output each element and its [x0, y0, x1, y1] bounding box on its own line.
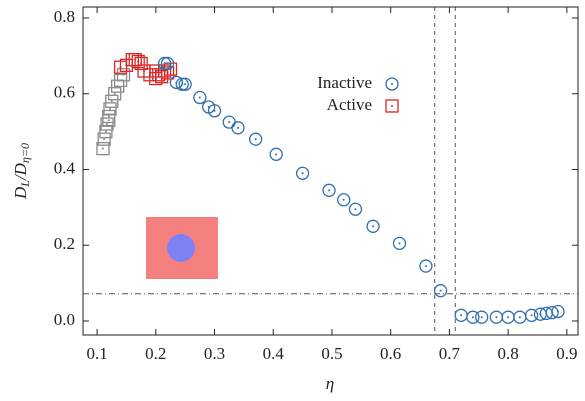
- marker: [231, 121, 245, 135]
- y-tick-label: 0.2: [54, 234, 75, 253]
- marker: [175, 77, 189, 91]
- marker-dot: [107, 115, 110, 118]
- inset-disk: [167, 234, 195, 262]
- marker-dot: [107, 119, 110, 122]
- marker-dot: [154, 70, 157, 73]
- marker: [207, 104, 222, 118]
- marker: [134, 56, 148, 71]
- x-tick-label: 0.1: [86, 344, 107, 363]
- marker: [97, 132, 111, 146]
- x-tick-label: 0.9: [556, 344, 577, 363]
- y-tick-label: 0.6: [54, 83, 75, 102]
- marker-dot: [275, 153, 278, 156]
- marker: [160, 56, 175, 71]
- legend-marker: [385, 99, 399, 113]
- marker: [466, 310, 480, 324]
- marker-dot: [110, 100, 113, 103]
- marker-dot: [181, 83, 184, 86]
- y-tick-label: 0.4: [54, 158, 76, 177]
- marker: [348, 202, 363, 216]
- marker: [433, 284, 448, 298]
- marker-dot: [372, 225, 375, 228]
- marker: [169, 75, 184, 90]
- marker-dot: [354, 208, 357, 211]
- marker-dot: [109, 107, 112, 110]
- marker: [157, 56, 172, 71]
- marker-dot: [113, 92, 116, 95]
- marker-dot: [342, 198, 345, 201]
- marker: [102, 113, 116, 127]
- y-tick-label: 0.8: [54, 7, 75, 26]
- marker: [149, 64, 163, 78]
- marker-dot: [106, 123, 109, 126]
- marker: [551, 304, 565, 319]
- marker-dot: [557, 310, 560, 313]
- marker-dot: [166, 71, 169, 74]
- marker: [524, 308, 539, 322]
- marker: [419, 259, 433, 273]
- marker: [392, 236, 407, 250]
- marker-dot: [198, 96, 201, 99]
- marker-dot: [471, 316, 474, 319]
- marker-dot: [530, 314, 533, 317]
- legend-label: Inactive: [317, 73, 372, 92]
- marker-dot: [398, 242, 401, 245]
- marker: [105, 94, 119, 108]
- marker: [193, 90, 207, 105]
- marker-dot: [254, 138, 257, 141]
- marker-dot: [237, 126, 240, 129]
- marker: [269, 147, 283, 161]
- marker-dot: [140, 62, 143, 65]
- marker: [248, 132, 263, 146]
- x-tick-label: 0.3: [204, 344, 225, 363]
- marker: [100, 117, 114, 131]
- marker-dot: [424, 265, 427, 268]
- marker-dot: [166, 62, 169, 65]
- marker-dot: [122, 73, 125, 76]
- marker-dot: [328, 189, 331, 192]
- x-tick-label: 0.7: [439, 344, 461, 363]
- legend-dot: [391, 105, 393, 107]
- marker-dot: [495, 316, 498, 319]
- x-axis-label: η: [326, 374, 334, 393]
- marker-dot: [163, 62, 166, 65]
- marker-dot: [213, 109, 216, 112]
- legend-label: Active: [327, 95, 372, 114]
- marker: [108, 87, 122, 101]
- marker-dot: [228, 121, 231, 124]
- marker: [366, 219, 380, 233]
- legend-marker: [385, 77, 399, 91]
- marker: [322, 183, 336, 197]
- marker-dot: [301, 172, 304, 175]
- x-tick-label: 0.2: [145, 344, 166, 363]
- marker: [96, 142, 110, 156]
- marker-dot: [104, 130, 107, 133]
- x-tick-label: 0.4: [263, 344, 285, 363]
- marker: [295, 166, 310, 180]
- marker: [178, 77, 192, 91]
- marker-dot: [460, 314, 463, 317]
- marker: [545, 306, 559, 320]
- marker-dot: [101, 147, 104, 150]
- marker-dot: [507, 316, 510, 319]
- marker-dot: [137, 60, 140, 63]
- marker: [116, 68, 131, 82]
- x-tick-label: 0.8: [497, 344, 518, 363]
- y-tick-label: 0.0: [54, 310, 75, 329]
- marker: [337, 193, 351, 207]
- x-tick-label: 0.6: [380, 344, 401, 363]
- marker: [475, 310, 489, 324]
- marker-dot: [518, 316, 521, 319]
- plot-frame: [82, 6, 579, 336]
- marker-dot: [439, 289, 442, 292]
- legend-dot: [391, 83, 393, 85]
- y-axis-label: DL/Dη=0: [11, 143, 32, 200]
- marker-dot: [480, 316, 483, 319]
- marker-dot: [103, 138, 106, 141]
- x-tick-label: 0.5: [321, 344, 342, 363]
- marker-dot: [184, 83, 187, 86]
